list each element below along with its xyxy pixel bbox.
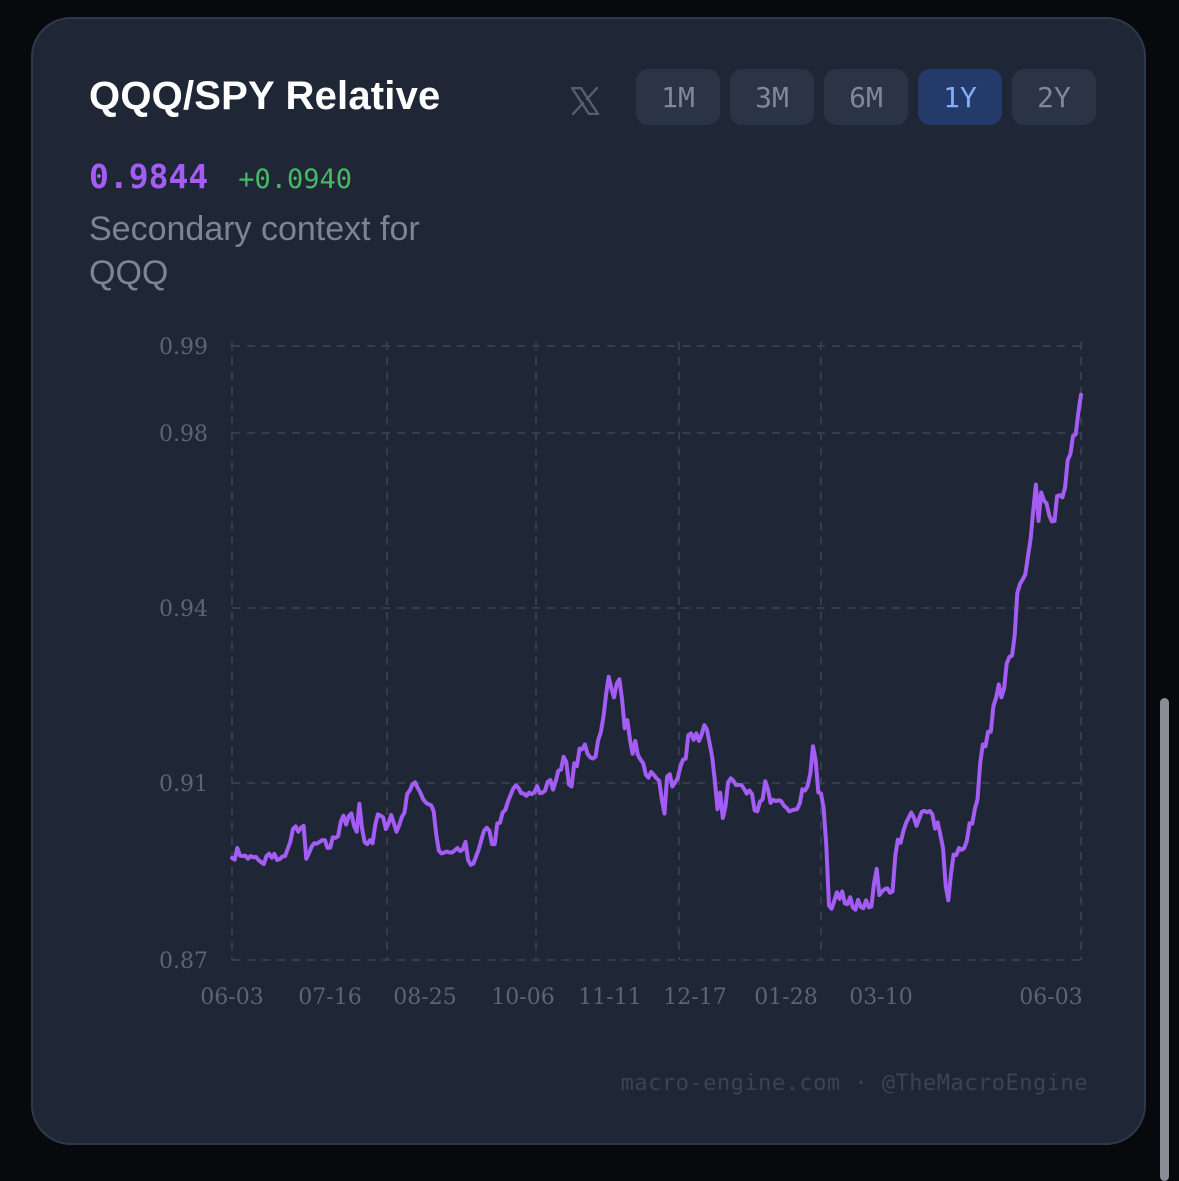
range-button-1m[interactable]: 1M <box>636 69 720 125</box>
x-logo-glyph <box>570 87 600 115</box>
range-button-3m[interactable]: 3M <box>730 69 814 125</box>
x-tick-label: 07-16 <box>298 985 361 1010</box>
x-tick-label: 11-11 <box>578 985 641 1010</box>
line-chart: 0.87 0.91 0.94 0.98 0.99 06-03 07-16 08-25 10-06… <box>159 335 1083 1010</box>
change-value: +0.0940 <box>238 164 353 195</box>
footer-credit: macro-engine.com · @TheMacroEngine <box>620 1071 1088 1096</box>
page-scrollbar[interactable] <box>1160 698 1169 1181</box>
x-tick-label: 10-06 <box>491 985 554 1010</box>
card-subtitle: Secondary context for QQQ <box>89 210 420 292</box>
range-selector: 1M 3M 6M 1Y 2Y <box>636 69 1096 125</box>
range-button-6m[interactable]: 6M <box>824 69 908 125</box>
x-logo-icon[interactable] <box>563 79 607 123</box>
series-line <box>230 392 1083 912</box>
x-tick-label: 12-17 <box>663 985 726 1010</box>
range-button-2y[interactable]: 2Y <box>1012 69 1096 125</box>
y-tick-label: 0.87 <box>159 949 208 974</box>
y-tick-label: 0.99 <box>159 335 208 360</box>
y-tick-label: 0.98 <box>159 422 208 447</box>
range-button-1y[interactable]: 1Y <box>918 69 1002 125</box>
x-tick-label: 06-03 <box>1019 985 1082 1010</box>
y-tick-label: 0.94 <box>159 597 208 622</box>
x-tick-label: 08-25 <box>393 985 456 1010</box>
chart-card: QQQ/SPY Relative 1M 3M 6M 1Y 2Y 0.9844 +… <box>31 17 1146 1145</box>
stat-row: 0.9844 +0.0940 <box>89 157 352 196</box>
current-value: 0.9844 <box>89 157 209 196</box>
x-tick-label: 01-28 <box>754 985 817 1010</box>
y-tick-label: 0.91 <box>159 772 208 797</box>
x-tick-label: 03-10 <box>849 985 912 1010</box>
x-tick-label: 06-03 <box>200 985 263 1010</box>
card-title: QQQ/SPY Relative <box>89 74 441 118</box>
